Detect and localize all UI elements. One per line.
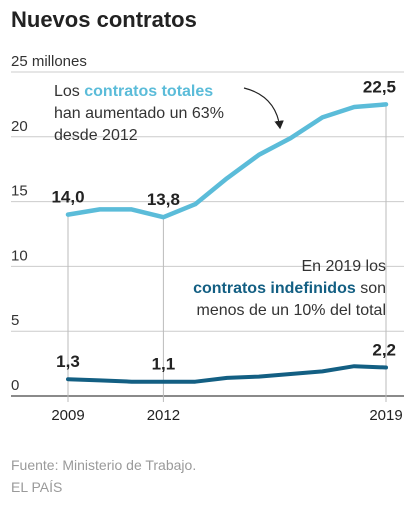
credit-text: EL PAÍS xyxy=(11,479,62,495)
data-label: 14,0 xyxy=(51,188,84,207)
annotation-arrow xyxy=(243,87,284,130)
y-tick-label: 20 xyxy=(11,118,28,135)
x-tick-label: 2012 xyxy=(147,407,180,424)
annotation-contratos-indefinidos: En 2019 los contratos indefinidos son meno… xyxy=(193,258,386,319)
annotation-contratos-totales: Los contratos totales han aumentado un 63… xyxy=(54,83,224,144)
data-label: 1,1 xyxy=(152,355,176,374)
x-tick-label: 2009 xyxy=(51,407,84,424)
series-line-contratos-indefinidos xyxy=(66,364,388,384)
y-axis-unit-label: 25 millones xyxy=(11,53,87,70)
y-tick-label: 15 xyxy=(11,183,28,200)
data-label: 1,3 xyxy=(56,352,80,371)
series-line-contratos-totales xyxy=(65,102,389,220)
source-text: Fuente: Ministerio de Trabajo. xyxy=(11,457,196,473)
data-label: 13,8 xyxy=(147,190,180,209)
y-tick-label: 5 xyxy=(11,312,19,329)
x-tick-label: 2019 xyxy=(369,407,402,424)
chart-title: Nuevos contratos xyxy=(11,7,197,32)
y-tick-label: 10 xyxy=(11,247,28,264)
data-label: 2,2 xyxy=(372,340,396,359)
y-tick-label: 0 xyxy=(11,377,19,394)
data-label: 22,5 xyxy=(363,77,396,96)
